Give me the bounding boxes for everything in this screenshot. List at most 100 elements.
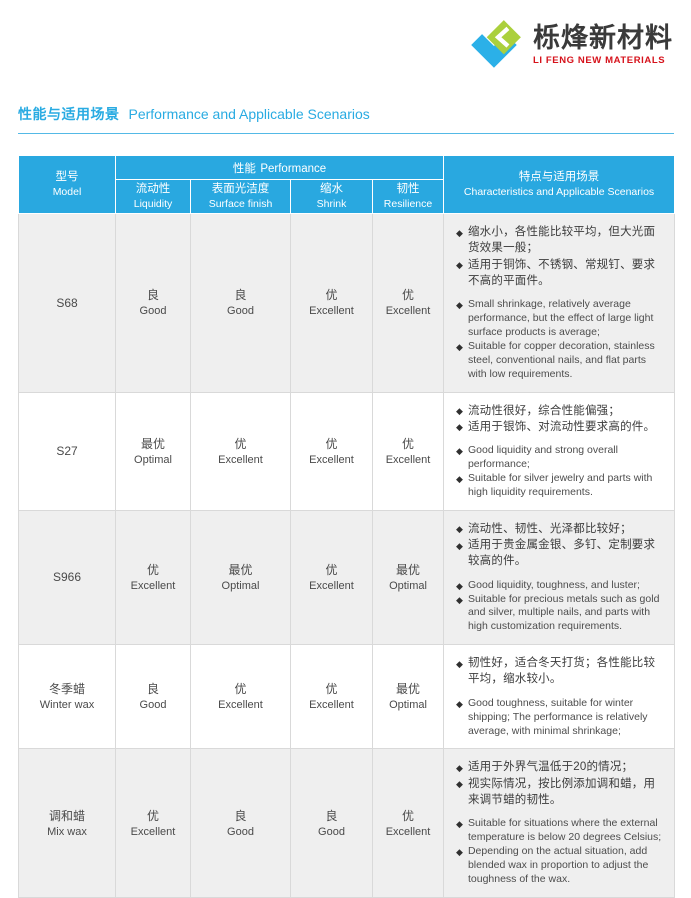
rating-zh: 最优 — [140, 436, 165, 451]
rating-en: Optimal — [389, 699, 427, 712]
rating-en: Good — [227, 305, 254, 318]
rating-en: Optimal — [389, 580, 427, 593]
header-shrink-zh: 缩水 — [320, 183, 343, 195]
model-name-zh: 冬季蜡 — [48, 682, 85, 697]
model-cell: S966 — [18, 509, 116, 646]
page-title-en: Performance and Applicable Scenarios — [128, 106, 370, 122]
rating-cell-resilience: 优 Excellent — [371, 391, 445, 511]
header-performance: 性能 Performance — [114, 155, 445, 180]
logo-header: 栎烽新材料 LI FENG NEW MATERIALS — [0, 0, 691, 74]
note-item: ◆ Suitable for precious metals such as g… — [456, 593, 662, 635]
notes-cell: ◆ 流动性很好，综合性能偏强； ◆ 适用于银饰、对流动性要求高的件。 ◆ Goo… — [443, 391, 676, 511]
header-liquidity-zh: 流动性 — [135, 183, 171, 195]
rating-zh: 最优 — [396, 563, 421, 578]
table-row: S27 最优 Optimal 优 Excellent 优 Excellent 优… — [18, 391, 676, 511]
model-name-en: Winter wax — [39, 699, 95, 712]
notes-cell: ◆ 适用于外界气温低于20的情况； ◆ 视实际情况，按比例添加调和蜡，用来调节蜡… — [443, 748, 676, 898]
model-name-zh: 调和蜡 — [48, 808, 85, 823]
note-item: ◆ Depending on the actual situation, add… — [456, 845, 662, 887]
note-text: 流动性、韧性、光泽都比较好； — [467, 522, 632, 535]
rating-en: Excellent — [309, 699, 354, 712]
header-model: 型号 Model — [18, 154, 116, 215]
note-item: ◆ 适用于铜饰、不锈钢、常规钉、要求不高的平面件。 — [456, 257, 662, 290]
notes-list: ◆ 流动性很好，综合性能偏强； ◆ 适用于银饰、对流动性要求高的件。 — [456, 403, 662, 436]
rating-en: Excellent — [385, 305, 431, 318]
diamond-bullet-icon: ◆ — [456, 524, 463, 535]
note-item: ◆ Good liquidity, toughness, and luster; — [456, 579, 662, 593]
header-surface-finish-en: Surface finish — [208, 197, 273, 210]
diamond-bullet-icon: ◆ — [456, 594, 463, 605]
header-resilience-en: Resilience — [383, 197, 433, 210]
note-text: 适用于外界气温低于20的情况； — [467, 761, 634, 774]
rating-zh: 最优 — [396, 682, 421, 697]
diamond-bullet-icon: ◆ — [456, 580, 463, 591]
header-resilience: 韧性 Resilience — [371, 178, 445, 215]
notes-list: ◆ Good liquidity and strong overall perf… — [456, 444, 662, 499]
rating-zh: 优 — [402, 436, 415, 451]
rating-cell-liquidity: 良 Good — [115, 213, 191, 393]
rating-zh: 优 — [234, 682, 247, 697]
model-name-zh: S68 — [56, 295, 78, 310]
notes-cell: ◆ 流动性、韧性、光泽都比较好； ◆ 适用于贵金属金银、多钉、定制要求较高的件。… — [443, 509, 676, 646]
note-item: ◆ 视实际情况，按比例添加调和蜡，用来调节蜡的韧性。 — [456, 776, 662, 809]
rating-cell-surface-finish: 最优 Optimal — [190, 509, 291, 646]
notes-list: ◆ 流动性、韧性、光泽都比较好； ◆ 适用于贵金属金银、多钉、定制要求较高的件。 — [456, 521, 662, 570]
rating-zh: 良 — [234, 808, 247, 823]
logo-text: 栎烽新材料 LI FENG NEW MATERIALS — [533, 24, 673, 65]
model-cell: 冬季蜡 Winter wax — [18, 644, 116, 750]
rating-en: Excellent — [130, 825, 176, 838]
rating-cell-surface-finish: 良 Good — [190, 213, 291, 393]
table-row: 调和蜡 Mix wax 优 Excellent 良 Good 良 Good 优 … — [18, 748, 676, 898]
performance-table: 型号 Model 性能 Performance 特点与适用场景 Characte… — [18, 154, 676, 898]
note-item: ◆ 适用于贵金属金银、多钉、定制要求较高的件。 — [456, 537, 662, 570]
note-item: ◆ 适用于外界气温低于20的情况； — [456, 759, 662, 775]
rating-zh: 优 — [325, 682, 338, 697]
notes-list: ◆ 韧性好，适合冬天打货；各性能比较平均，缩水较小。 — [456, 655, 662, 688]
company-name-zh: 栎烽新材料 — [533, 23, 673, 54]
rating-zh: 最优 — [228, 563, 253, 578]
rating-en: Good — [318, 825, 345, 838]
rating-cell-surface-finish: 优 Excellent — [190, 644, 291, 750]
rating-cell-resilience: 优 Excellent — [371, 213, 445, 393]
note-text: 适用于银饰、对流动性要求高的件。 — [467, 420, 656, 433]
diamond-bullet-icon: ◆ — [456, 342, 463, 353]
page-title-zh: 性能与适用场景 — [18, 106, 120, 122]
notes-list: ◆ 缩水小，各性能比较平均，但大光面货效果一般； ◆ 适用于铜饰、不锈钢、常规钉… — [456, 224, 662, 289]
table-row: 冬季蜡 Winter wax 良 Good 优 Excellent 优 Exce… — [18, 644, 676, 750]
diamond-bullet-icon: ◆ — [456, 227, 463, 238]
diamond-bullet-icon: ◆ — [456, 474, 463, 484]
note-item: ◆ 韧性好，适合冬天打货；各性能比较平均，缩水较小。 — [456, 655, 662, 688]
table-header: 型号 Model 性能 Performance 特点与适用场景 Characte… — [18, 154, 676, 215]
note-item: ◆ Good toughness, suitable for winter sh… — [456, 697, 662, 739]
model-name-zh: S27 — [56, 444, 78, 459]
note-text: Small shrinkage, relatively average perf… — [467, 298, 654, 339]
header-surface-finish: 表面光洁度 Surface finish — [190, 178, 291, 215]
note-text: Suitable for silver jewelry and parts wi… — [467, 472, 653, 498]
header-model-en: Model — [52, 185, 82, 198]
rating-cell-shrink: 优 Excellent — [290, 391, 373, 511]
diamond-bullet-icon: ◆ — [456, 446, 463, 457]
rating-cell-liquidity: 良 Good — [115, 644, 191, 750]
notes-list: ◆ Suitable for situations where the exte… — [456, 817, 662, 886]
diamond-bullet-icon: ◆ — [456, 779, 463, 790]
diamond-bullet-icon: ◆ — [456, 819, 463, 830]
note-text: Good liquidity and strong overall perfor… — [467, 444, 618, 471]
diamond-bullet-icon: ◆ — [456, 847, 463, 858]
rating-cell-resilience: 最优 Optimal — [371, 509, 445, 646]
rating-zh: 良 — [146, 682, 159, 697]
rating-zh: 优 — [325, 436, 338, 451]
diamond-bullet-icon: ◆ — [456, 260, 463, 271]
rating-zh: 优 — [325, 288, 338, 303]
note-item: ◆ Suitable for copper decoration, stainl… — [456, 340, 662, 382]
header-model-zh: 型号 — [55, 171, 79, 183]
header-shrink: 缩水 Shrink — [290, 178, 373, 215]
diamond-bullet-icon: ◆ — [456, 540, 463, 551]
rating-zh: 优 — [146, 808, 159, 823]
rating-en: Optimal — [221, 580, 260, 593]
note-text: 视实际情况，按比例添加调和蜡，用来调节蜡的韧性。 — [467, 777, 656, 807]
note-text: 缩水小，各性能比较平均，但大光面货效果一般； — [467, 226, 656, 255]
header-liquidity: 流动性 Liquidity — [115, 178, 191, 215]
rating-en: Excellent — [309, 305, 354, 318]
rating-zh: 良 — [325, 808, 338, 823]
company-logo: 栎烽新材料 LI FENG NEW MATERIALS — [466, 16, 673, 74]
